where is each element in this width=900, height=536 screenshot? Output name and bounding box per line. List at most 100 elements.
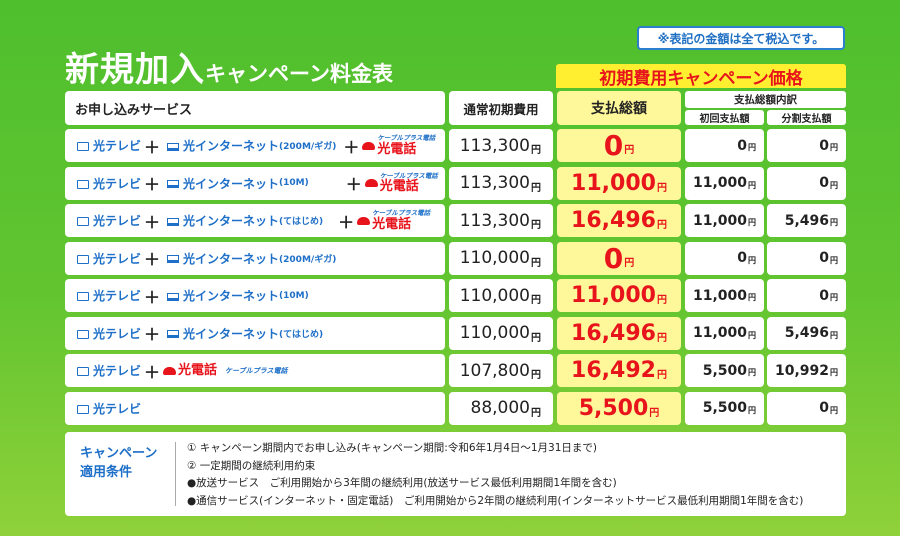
computer-icon: [167, 292, 180, 301]
normal-fee-cell: 107,800 円: [449, 354, 553, 387]
amount-value: 16,492: [571, 358, 656, 383]
yen-unit: 円: [649, 407, 660, 419]
yen-unit: 円: [748, 330, 756, 340]
yen-unit: 円: [830, 218, 838, 227]
amount-value: 11,000: [692, 287, 747, 304]
internet-plan-note: (てはじめ): [279, 329, 324, 340]
phone-label: 光電話: [178, 363, 218, 378]
tv-icon: [77, 329, 89, 339]
service-internet: 光インターネット: [183, 289, 280, 303]
service-phone: ケーブルプラス電話 光電話: [380, 173, 438, 194]
normal-fee-cell: 110,000 円: [449, 316, 553, 350]
service-tv: 光テレビ: [93, 139, 142, 153]
first-payment-cell: 5,500 円: [685, 354, 764, 387]
service-tv: 光テレビ: [93, 176, 142, 191]
service-cell: 光テレビ＋光インターネット (てはじめ) ＋ケーブルプラス電話 光電話: [65, 204, 445, 237]
internet-plan-note: (10M): [279, 178, 309, 188]
amount-value: 107,800: [459, 360, 530, 381]
amount-value: 0: [603, 241, 624, 275]
phone-label: 光電話: [377, 141, 417, 157]
amount-value: 113,300: [459, 173, 530, 193]
amount-value: 110,000: [459, 285, 530, 306]
service-internet: 光インターネット: [183, 176, 280, 191]
first-payment-cell: 11,000 円: [685, 204, 764, 237]
internet-plan-note: (10M): [279, 290, 309, 301]
amount-value: 16,496: [571, 208, 656, 233]
service-tv: 光テレビ: [93, 289, 142, 303]
yen-unit: 円: [531, 407, 541, 419]
normal-fee-cell: 88,000 円: [449, 391, 553, 425]
phone-icon: [362, 141, 376, 150]
amount-value: 0: [819, 250, 829, 266]
yen-unit: 円: [748, 293, 756, 302]
service-cell: 光テレビ＋ 光インターネット (200M/ギガ): [65, 241, 445, 275]
service-cell: 光テレビ＋ 光インターネット (てはじめ): [65, 316, 445, 350]
total-cell: 11,000 円: [557, 166, 681, 200]
service-phone: 光電話: [178, 364, 217, 377]
computer-icon: [167, 330, 180, 338]
amount-value: 88,000: [470, 398, 530, 418]
header-normal-fee: 通常初期費用: [449, 91, 553, 125]
service-internet: 光インターネット: [183, 326, 280, 341]
amount-value: 0: [819, 287, 829, 304]
plus-sign: ＋: [345, 175, 362, 194]
conditions-box: キャンペーン 適用条件 ① キャンペーン期間内でお申し込み(キャンペーン期間:令…: [65, 432, 846, 516]
tv-icon: [77, 142, 89, 151]
header-installment: 分割支払額: [767, 110, 846, 125]
amount-value: 11,000: [692, 175, 747, 191]
total-cell: 5,500 円: [557, 391, 681, 425]
condition-item: ●通信サービス(インターネット・固定電話) ご利用開始から2年間の継続利用(イン…: [187, 494, 804, 507]
service-internet: 光インターネット: [183, 139, 280, 153]
cable-plus-logo: ケーブルプラス電話: [377, 134, 436, 143]
title-main: 新規加入: [65, 50, 205, 90]
condition-item: ●放送サービス ご利用開始から3年間の継続利用(放送サービス最低利用期間1年間を…: [187, 477, 617, 489]
amount-value: 0: [819, 137, 829, 154]
amount-value: 0: [737, 137, 747, 154]
yen-unit: 円: [531, 182, 541, 194]
amount-value: 0: [737, 250, 747, 266]
plus-sign: ＋: [343, 137, 360, 157]
total-cell: 16,496 円: [557, 204, 681, 237]
phone-icon: [163, 366, 177, 375]
service-tv: 光テレビ: [93, 214, 142, 228]
condition-item: ② 一定期間の継続利用約束: [187, 459, 316, 472]
service-cell: 光テレビ＋ 光電話 ケーブルプラス電話: [65, 354, 445, 387]
campaign-banner: 初期費用キャンペーン価格: [556, 64, 846, 89]
yen-unit: 円: [656, 220, 667, 231]
service-tv: 光テレビ: [93, 401, 142, 416]
plus-sign: ＋: [144, 250, 161, 269]
first-payment-cell: 5,500 円: [685, 391, 764, 425]
computer-icon: [167, 142, 180, 151]
yen-unit: 円: [748, 143, 756, 152]
amount-value: 110,000: [459, 323, 530, 343]
tv-icon: [77, 292, 89, 301]
installment-cell: 10,992 円: [767, 354, 846, 387]
phone-icon: [357, 216, 371, 225]
total-cell: 11,000 円: [557, 279, 681, 312]
conditions-divider: [175, 442, 176, 506]
yen-unit: 円: [531, 332, 541, 344]
service-cell: 光テレビ＋光インターネット (200M/ギガ) ＋ケーブルプラス電話 光電話: [65, 129, 445, 162]
yen-unit: 円: [656, 295, 667, 306]
header-first-payment: 初回支払額: [685, 110, 764, 125]
header-breakdown: 支払総額内訳: [685, 91, 846, 108]
plus-sign: ＋: [144, 212, 161, 232]
title-sub: キャンペーン料金表: [205, 62, 393, 86]
plus-sign: ＋: [144, 175, 161, 194]
amount-value: 110,000: [459, 248, 530, 268]
yen-unit: 円: [830, 368, 838, 377]
amount-value: 5,496: [784, 212, 829, 229]
first-payment-cell: 11,000 円: [685, 279, 764, 312]
service-phone: ケーブルプラス電話 光電話: [377, 135, 435, 156]
service-internet: 光インターネット: [183, 214, 280, 228]
amount-value: 0: [819, 400, 829, 416]
page-title: 新規加入キャンペーン料金表: [65, 42, 393, 91]
cable-plus-logo: ケーブルプラス電話: [225, 366, 288, 375]
